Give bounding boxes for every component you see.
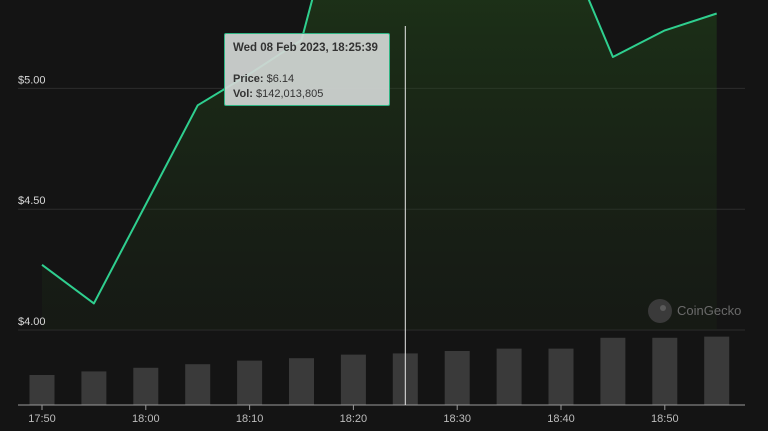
volume-bar: [81, 371, 107, 405]
x-tick-label: 18:50: [651, 413, 679, 425]
y-tick-label: $4.50: [18, 195, 46, 207]
watermark-text: CoinGecko: [677, 303, 741, 318]
x-tick-label: 18:10: [236, 413, 264, 425]
volume-bar: [289, 358, 314, 405]
y-tick-label: $4.00: [18, 316, 46, 328]
x-tick-label: 18:00: [132, 413, 160, 425]
tooltip-price-value: $6.14: [266, 73, 295, 85]
tooltip-price-label: Price:: [233, 73, 264, 85]
x-tick-label: 18:30: [443, 413, 471, 425]
tooltip-vol-row: Vol: $142,013,805: [233, 87, 381, 102]
volume-bar: [652, 337, 678, 405]
volume-bar: [704, 336, 730, 405]
volume-bar: [548, 348, 574, 405]
volume-bar: [29, 375, 55, 405]
x-tick-label: 18:40: [547, 413, 575, 425]
volume-bar: [340, 354, 366, 405]
volume-bar: [133, 367, 159, 405]
x-tick-label: 17:50: [28, 413, 56, 425]
y-axis-labels: $4.00$4.50$5.00$5.50$6.00$6.50: [18, 74, 46, 328]
volume-bar: [444, 351, 470, 405]
tooltip-date: Wed 08 Feb 2023, 18:25:39: [233, 42, 378, 54]
volume-bar: [237, 360, 263, 405]
volume-bars: [29, 336, 730, 405]
tooltip-vol-value: $142,013,805: [256, 88, 324, 100]
y-tick-label: $5.00: [18, 74, 46, 86]
volume-bar: [600, 337, 626, 405]
gecko-eye: [660, 305, 666, 311]
crosshair: [404, 26, 406, 405]
tooltip-price-row: Price: $6.14: [233, 72, 381, 87]
price-tooltip: Wed 08 Feb 2023, 18:25:39 Price: $6.14 V…: [224, 33, 390, 106]
x-axis-labels: 17:50 18:00 18:10 18:20 18:30 18:40 18:50: [18, 404, 745, 425]
price-line: [41, 0, 718, 305]
x-tick-label: 18:20: [340, 413, 368, 425]
coingecko-watermark: CoinGecko: [648, 299, 741, 323]
gecko-logo-icon: [648, 299, 672, 323]
volume-bar: [496, 348, 522, 405]
volume-bar: [185, 364, 211, 405]
price-area-fill: [42, 0, 717, 330]
tooltip-vol-label: Vol:: [233, 88, 253, 100]
